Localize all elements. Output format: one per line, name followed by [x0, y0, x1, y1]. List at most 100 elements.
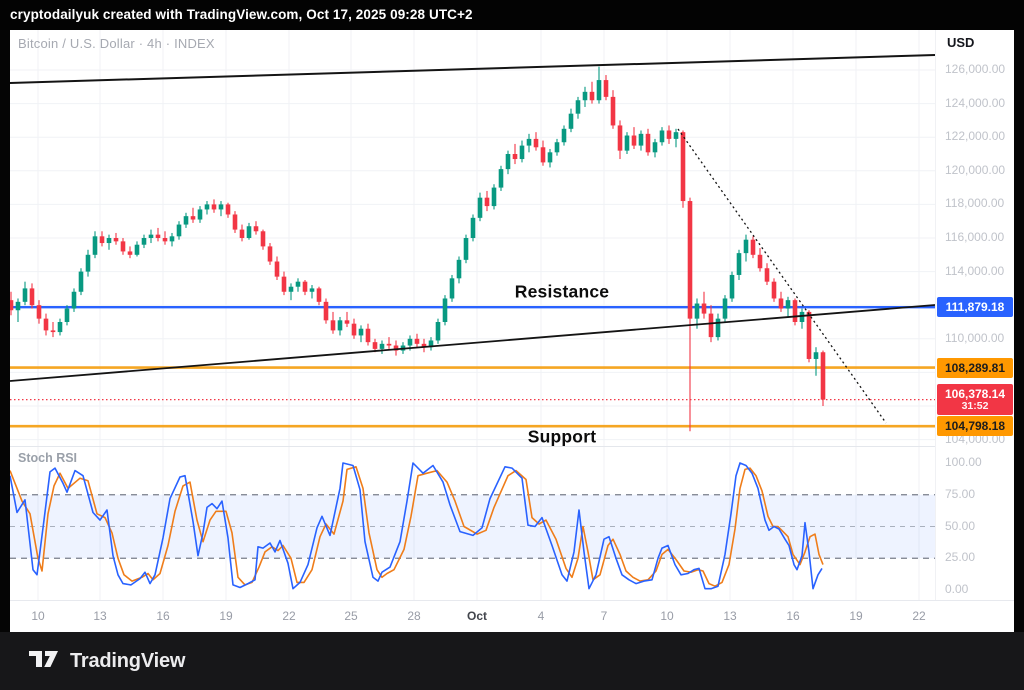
candle-body — [85, 254, 91, 272]
candle-body — [372, 342, 378, 349]
candle-body — [267, 246, 273, 262]
tag-price: 108,289.81 — [944, 360, 1006, 375]
candle-body — [680, 132, 686, 202]
pane-separator[interactable] — [10, 446, 1014, 447]
resistance-level-tag: 111,879.18 — [937, 297, 1013, 318]
candle-body — [316, 288, 322, 302]
candle-body — [512, 154, 518, 160]
date-axis-label: 13 — [93, 609, 107, 623]
date-axis-label: 22 — [282, 609, 296, 623]
upper-support-level-tag: 108,289.81 — [937, 357, 1013, 378]
upper-channel-line — [10, 54, 935, 84]
candle-body — [526, 138, 532, 146]
candle-body — [554, 142, 560, 153]
support-annotation: Support — [527, 426, 597, 447]
candle-body — [274, 261, 280, 277]
candle-body — [456, 259, 462, 279]
candle-body — [10, 300, 14, 311]
date-axis-label: Oct — [466, 609, 487, 623]
stoch-axis-label: 0.00 — [945, 582, 969, 596]
candle-body — [323, 301, 329, 321]
candle-body — [463, 238, 469, 260]
price-axis-label: 116,000.00 — [945, 230, 1005, 244]
candle-body — [645, 133, 651, 153]
candle-body — [498, 169, 504, 188]
candle-body — [575, 100, 581, 114]
candle-body — [792, 300, 798, 322]
candle-body — [449, 278, 455, 299]
candle-body — [15, 301, 21, 311]
tradingview-logo-icon[interactable] — [28, 647, 60, 676]
symbol-title: Bitcoin / U.S. Dollar · 4h · INDEX — [18, 36, 215, 51]
lower-support-level-tag: 104,798.18 — [937, 416, 1013, 437]
candle-body — [806, 311, 812, 359]
date-axis-label: 13 — [723, 609, 737, 623]
candle-body — [169, 236, 175, 242]
candle-body — [442, 298, 448, 322]
date-axis-label: 4 — [537, 609, 545, 623]
candle-body — [29, 288, 35, 306]
candle-body — [470, 217, 476, 238]
candle-body — [750, 239, 756, 255]
descending-dotted-line — [677, 128, 887, 424]
stoch-k-line — [10, 462, 823, 590]
candle-body — [540, 147, 546, 163]
watermark-bar: cryptodailyuk created with TradingView.c… — [0, 0, 1024, 30]
candle-body — [435, 322, 441, 341]
candle-body — [330, 320, 336, 331]
candle-body — [92, 236, 98, 255]
candle-body — [50, 330, 56, 333]
current-price-tag: 106,378.14 31:52 — [937, 383, 1013, 415]
date-axis-label: 25 — [344, 609, 358, 623]
date-axis-label: 10 — [660, 609, 674, 623]
candle-body — [78, 271, 84, 292]
candle-body — [365, 328, 371, 343]
date-axis-label: 10 — [31, 609, 45, 623]
candle-body — [393, 345, 399, 351]
candle-body — [176, 224, 182, 237]
date-axis-label: 28 — [407, 609, 421, 623]
date-axis[interactable]: 10 13 16 19 22 25 28 Oct 4 7 10 13 16 19 22 — [10, 600, 1014, 632]
candle-body — [813, 352, 819, 359]
candle-body — [134, 244, 140, 255]
candle-body — [568, 113, 574, 129]
price-axis-label: 122,000.00 — [945, 129, 1006, 144]
candle-body — [617, 125, 623, 151]
candle-body — [638, 133, 644, 146]
candle-body — [281, 276, 287, 292]
candle-body — [386, 343, 392, 346]
candle-body — [708, 313, 714, 338]
candle-body — [57, 322, 63, 333]
candle-body — [218, 204, 224, 210]
candle-body — [694, 303, 700, 319]
watermark-text: cryptodailyuk created with TradingView.c… — [10, 7, 473, 22]
price-axis-label: 126,000.00 — [945, 62, 1006, 76]
candle-body — [624, 135, 630, 151]
candle-body — [659, 130, 665, 143]
candle-body — [141, 238, 147, 245]
price-and-stoch-plot[interactable] — [10, 30, 935, 600]
candle-body — [183, 216, 189, 225]
price-axis-label: 114,000.00 — [945, 263, 1005, 278]
price-axis-label: 120,000.00 — [945, 162, 1006, 177]
ascending-trendline — [10, 304, 935, 382]
candle-body — [421, 343, 427, 348]
candle-body — [582, 91, 588, 101]
date-axis-label: 19 — [219, 609, 233, 623]
candle-body — [351, 323, 357, 336]
price-axis[interactable]: USD 126,000.00 124,000.00 122,000.00 120,00… — [935, 30, 1014, 600]
date-axis-label: 7 — [600, 609, 608, 623]
candle-body — [344, 320, 350, 324]
candle-body — [239, 229, 245, 238]
tradingview-brand-text[interactable]: TradingView — [70, 649, 186, 672]
tag-price: 111,879.18 — [945, 300, 1005, 315]
candle-body — [610, 96, 616, 126]
candle-body — [113, 238, 119, 242]
candle-body — [288, 286, 294, 292]
candle-body — [519, 145, 525, 160]
stoch-rsi-label: Stoch RSI — [18, 451, 78, 465]
candle-body — [491, 187, 497, 207]
stoch-axis-label: 100.00 — [945, 455, 982, 469]
candle-body — [197, 209, 203, 220]
candle-body — [302, 281, 308, 292]
